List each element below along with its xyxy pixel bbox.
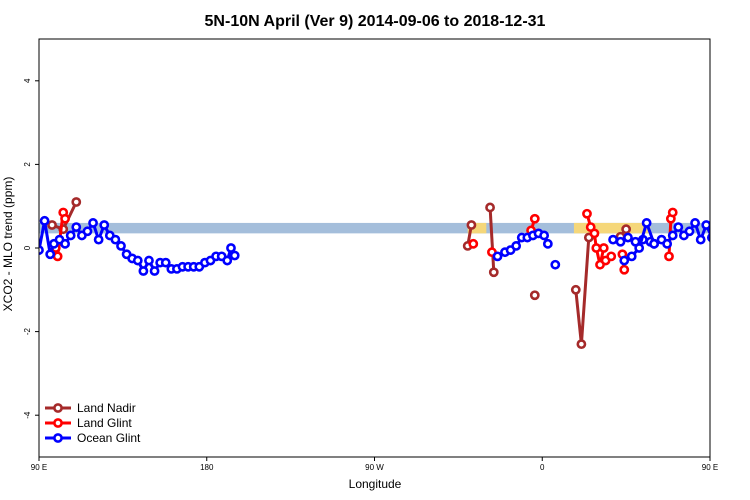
data-point-ocean-glint	[695, 234, 706, 245]
data-point-ocean-glint	[144, 255, 154, 266]
data-point-ocean-glint	[719, 244, 726, 251]
x-tick-label: 90 W	[365, 463, 384, 472]
legend-swatch-marker	[53, 418, 63, 428]
chart-title: 5N-10N April (Ver 9) 2014-09-06 to 2018-…	[205, 13, 546, 30]
land-band	[467, 222, 487, 234]
data-point-ocean-glint	[88, 218, 98, 228]
legend-item-ocean-glint: Ocean Glint	[45, 431, 141, 445]
data-point-land-glint	[606, 251, 617, 262]
data-point-ocean-glint	[701, 220, 710, 230]
legend-item-land-nadir: Land Nadir	[45, 401, 136, 415]
data-point-ocean-glint	[39, 215, 50, 226]
data-point-ocean-glint	[160, 257, 171, 268]
legend-item-land-glint: Land Glint	[45, 416, 132, 430]
data-point-ocean-glint	[65, 230, 76, 241]
data-point-land-glint	[591, 243, 602, 253]
data-point-ocean-glint	[714, 236, 721, 243]
data-point-land-glint	[529, 213, 540, 224]
data-point-land-nadir	[529, 290, 540, 301]
series-line-land-nadir	[488, 207, 496, 273]
x-tick-label: 90 E	[31, 463, 47, 472]
data-point-land-nadir	[71, 197, 82, 207]
data-point-ocean-glint	[60, 238, 70, 249]
data-point-ocean-glint	[608, 234, 618, 245]
data-point-ocean-glint	[615, 236, 626, 247]
data-point-ocean-glint	[623, 232, 633, 243]
data-point-land-nadir	[488, 267, 499, 278]
data-point-ocean-glint	[619, 255, 630, 266]
data-point-ocean-glint	[45, 249, 56, 260]
data-point-ocean-glint	[138, 266, 149, 276]
data-point-ocean-glint	[99, 220, 110, 230]
plot-inner	[39, 197, 738, 350]
data-point-ocean-glint	[229, 250, 240, 261]
data-point-land-glint	[664, 251, 674, 262]
ocean-band	[39, 222, 710, 234]
data-point-land-glint	[468, 238, 479, 249]
data-point-ocean-glint	[149, 266, 160, 276]
data-point-ocean-glint	[222, 255, 233, 266]
land-band	[573, 222, 651, 234]
series-line-land-nadir	[716, 202, 729, 225]
data-point-land-glint	[589, 228, 600, 239]
data-point-land-nadir	[725, 198, 732, 205]
plot-frame	[38, 38, 711, 458]
y-tick-label: -4	[23, 411, 32, 419]
y-tick-label: 2	[23, 162, 32, 167]
y-tick-label: -2	[23, 327, 32, 335]
data-point-ocean-glint	[550, 259, 561, 270]
data-point-ocean-glint	[511, 241, 522, 251]
data-point-ocean-glint	[662, 238, 673, 249]
data-point-ocean-glint	[626, 251, 637, 262]
legend-swatch-marker	[53, 433, 63, 443]
data-point-ocean-glint	[492, 251, 503, 262]
data-point-land-glint	[598, 243, 609, 253]
plot-area: 90 E 180 90 W 0 90 E -4 -2 0 2 4	[23, 38, 738, 472]
x-axis-label: Longitude	[349, 477, 402, 491]
data-point-ocean-glint	[110, 234, 121, 245]
data-point-ocean-glint	[641, 218, 652, 228]
legend-swatch-marker	[53, 403, 63, 413]
data-point-land-glint	[582, 208, 592, 219]
x-tick-label: 180	[200, 463, 214, 472]
data-point-ocean-glint	[132, 255, 143, 266]
data-point-ocean-glint	[82, 226, 93, 237]
data-point-land-nadir	[576, 339, 587, 350]
data-point-land-nadir	[621, 224, 632, 235]
data-point-ocean-glint	[539, 230, 550, 241]
data-point-ocean-glint	[634, 243, 645, 253]
data-point-ocean-glint	[731, 255, 738, 262]
y-axis-label: XCO2 - MLO trend (ppm)	[1, 177, 15, 312]
data-point-land-nadir	[47, 220, 57, 230]
data-point-land-nadir	[570, 284, 581, 295]
data-point-land-glint	[667, 207, 678, 218]
data-point-ocean-glint	[706, 233, 710, 243]
legend-label: Land Glint	[77, 416, 132, 430]
data-point-ocean-glint	[71, 222, 82, 232]
legend-label: Land Nadir	[77, 401, 136, 415]
data-point-land-glint	[52, 251, 63, 262]
x-tick-label: 90 E	[702, 463, 718, 472]
x-tick-label: 0	[540, 463, 545, 472]
data-point-ocean-glint	[725, 249, 732, 256]
data-point-ocean-glint	[226, 243, 236, 253]
data-point-land-nadir	[712, 221, 719, 228]
data-point-ocean-glint	[116, 241, 126, 251]
data-point-ocean-glint	[667, 230, 678, 241]
data-point-ocean-glint	[542, 238, 553, 249]
y-tick-label: 4	[23, 78, 32, 83]
data-point-ocean-glint	[93, 234, 104, 245]
legend-label: Ocean Glint	[77, 431, 141, 445]
y-tick-label: 0	[23, 245, 32, 250]
data-point-ocean-glint	[690, 218, 700, 228]
data-point-land-nadir	[466, 220, 477, 230]
data-point-land-nadir	[485, 202, 495, 213]
data-point-ocean-glint	[673, 222, 684, 232]
data-point-land-glint	[619, 264, 630, 275]
data-point-land-glint	[60, 213, 70, 224]
data-point-ocean-glint	[684, 226, 695, 237]
data-point-ocean-glint	[649, 238, 659, 249]
